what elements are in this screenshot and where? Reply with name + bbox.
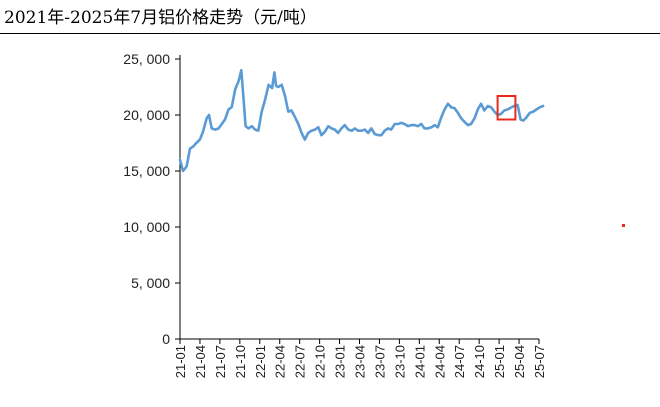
x-tick-label: 24-07 [452, 345, 467, 378]
x-tick-label: 23-01 [333, 345, 348, 378]
annotation-group [496, 95, 625, 227]
x-tick-label: 23-10 [392, 345, 407, 378]
chart-title: 2021年-2025年7月铝价格走势（元/吨） [4, 8, 317, 28]
y-tick-label: 10, 000 [123, 219, 170, 235]
x-tick-label: 22-10 [313, 345, 328, 378]
y-tick-label: 5, 000 [131, 275, 170, 291]
x-tick-label: 21-04 [193, 345, 208, 378]
y-axis-ticks: 0 5, 000 10, 000 15, 000 20, 000 25, 000 [123, 51, 180, 347]
x-tick-label: 22-04 [273, 345, 288, 378]
red-marker [622, 224, 625, 227]
x-tick-label: 25-04 [512, 345, 527, 378]
y-tick-label: 25, 000 [123, 51, 170, 67]
y-tick-label: 0 [162, 331, 170, 347]
aluminum-price-line [178, 68, 545, 173]
x-tick-label: 25-01 [492, 345, 507, 378]
x-tick-label: 24-04 [432, 345, 447, 378]
highlight-box [496, 95, 517, 121]
x-axis-ticks: 21-01 21-04 21-07 21-10 22-01 22-04 22-07 22-10… [173, 339, 547, 378]
x-tick-label: 23-07 [372, 345, 387, 378]
x-tick-label: 21-07 [213, 345, 228, 378]
x-tick-label: 25-07 [532, 345, 547, 378]
y-tick-label: 15, 000 [123, 163, 170, 179]
title-divider [0, 33, 660, 34]
x-tick-label: 21-10 [233, 345, 248, 378]
x-tick-label: 21-01 [173, 345, 188, 378]
series-group [178, 68, 545, 173]
x-tick-label: 24-10 [472, 345, 487, 378]
x-tick-label: 24-01 [412, 345, 427, 378]
x-tick-label: 23-04 [353, 345, 368, 378]
x-tick-label: 22-01 [253, 345, 268, 378]
x-tick-label: 22-07 [293, 345, 308, 378]
y-tick-label: 20, 000 [123, 107, 170, 123]
